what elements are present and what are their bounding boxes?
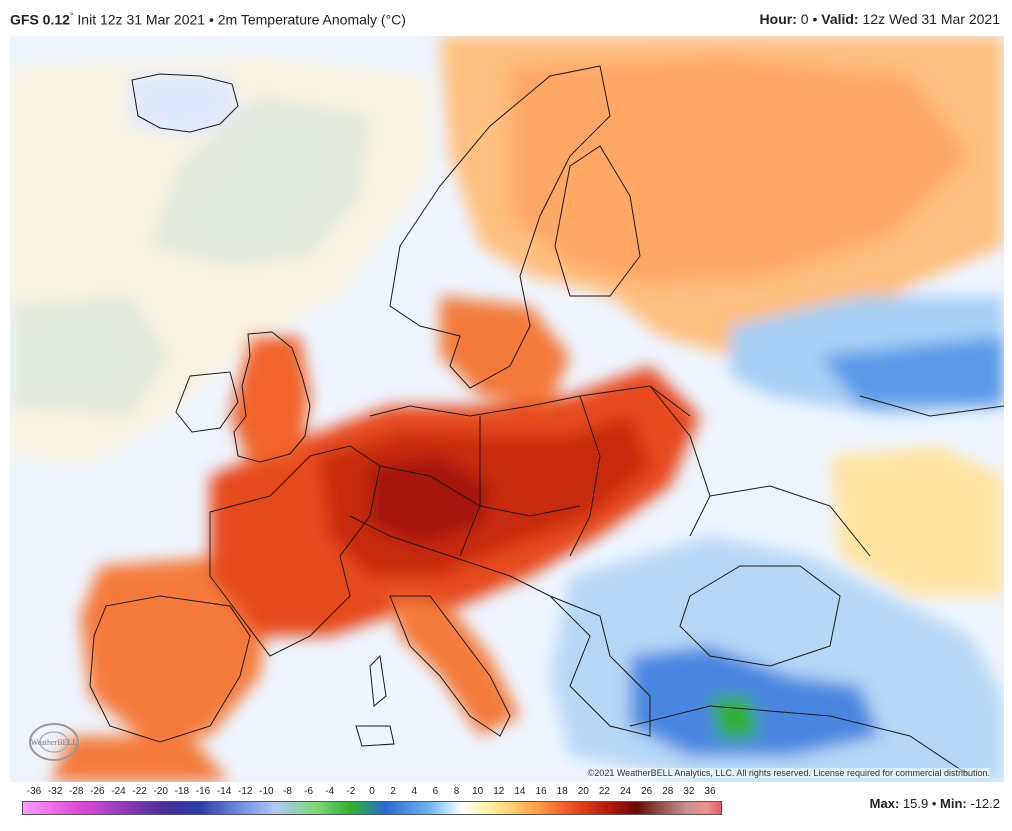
legend-tick-label: -32 [47,786,63,797]
hour-value: 0 [800,11,809,27]
max-label: Max: [869,796,900,811]
color-scale-legend: -36 -32 -28 -26 -24 -22 -20 -18 -16 -14 -12 -10 -8 -6… [22,786,722,826]
title-bullet: • [208,11,214,28]
legend-color-bar [22,801,722,815]
legend-tick-label: 2 [390,786,396,797]
anomaly-map: WeatherBELL ©2021 WeatherBELL Analytics,… [10,36,1004,782]
legend-tick-label: -24 [111,786,126,797]
legend-tick-label: -22 [132,786,147,797]
legend-tick-labels: -36 -32 -28 -26 -24 -22 -20 -18 -16 -14 -12 -10 -8 -6… [22,786,722,800]
legend-tick-label: 24 [619,786,632,797]
legend-tick-label: 18 [556,786,568,797]
legend-tick-label: -16 [195,786,211,797]
product-name: 2m Temperature Anomaly (°C) [217,11,406,28]
legend-tick-label: 22 [598,786,610,797]
coastlines [89,65,1004,777]
map-canvas [10,36,1004,782]
weatherbell-logo: WeatherBELL [24,718,104,768]
min-value: -12.2 [970,796,1000,811]
copyright-notice: ©2021 WeatherBELL Analytics, LLC. All ri… [587,768,990,778]
min-label: Min: [940,796,967,811]
model-degree: ° [69,11,74,21]
model-name: GFS 0.12 [10,11,70,28]
legend-tick-label: 10 [472,786,484,797]
legend-tick-label: -2 [346,786,356,797]
valid-value: 12z Wed 31 Mar 2021 [862,11,1001,27]
legend-tick-label: 12 [493,786,505,797]
legend-tick-label: 20 [577,786,589,797]
valid-info: Hour: 0 • Valid: 12z Wed 31 Mar 2021 [760,11,1000,27]
header-bar: GFS 0.12° Init 12z 31 Mar 2021 • 2m Temp… [0,0,1012,36]
stats-separator: • [931,796,937,811]
legend-tick-label: 14 [514,786,526,797]
legend-tick-label: -6 [304,786,314,797]
legend-tick-label: 26 [641,786,653,797]
legend-tick-label: 36 [704,786,716,797]
legend-tick-label: -14 [216,786,232,797]
anomaly-field [10,36,1004,782]
legend-tick-label: 6 [432,786,439,797]
legend-tick-label: 16 [535,786,547,797]
logo-mark: WeatherBELL [29,723,79,761]
legend-tick-label: -36 [26,786,42,797]
legend-tick-label: 4 [411,786,418,797]
logo-text: WeatherBELL [31,738,78,747]
init-time: Init 12z 31 Mar 2021 [77,11,206,28]
legend-tick-label: -4 [325,786,335,797]
legend-tick-label: -10 [259,786,274,797]
max-value: 15.9 [902,796,929,811]
legend-tick-label: -18 [174,786,190,797]
legend-tick-label: -20 [153,786,168,797]
legend-tick-label: 8 [453,786,460,797]
legend-tick-label: 0 [369,786,375,797]
legend-tick-label: 28 [662,786,674,797]
legend-tick-label: -28 [69,786,84,797]
legend-tick-label: 32 [683,786,695,797]
legend-tick-label: -12 [238,786,253,797]
valid-label: Valid: [821,11,859,27]
valid-bullet: • [812,11,818,27]
hour-label: Hour: [759,11,797,27]
legend-tick-label: -8 [283,786,292,797]
max-min-stats: Max: 15.9 • Min: -12.2 [870,796,1000,811]
legend-tick-label: -26 [90,786,105,797]
map-title: GFS 0.12° Init 12z 31 Mar 2021 • 2m Temp… [10,11,406,28]
